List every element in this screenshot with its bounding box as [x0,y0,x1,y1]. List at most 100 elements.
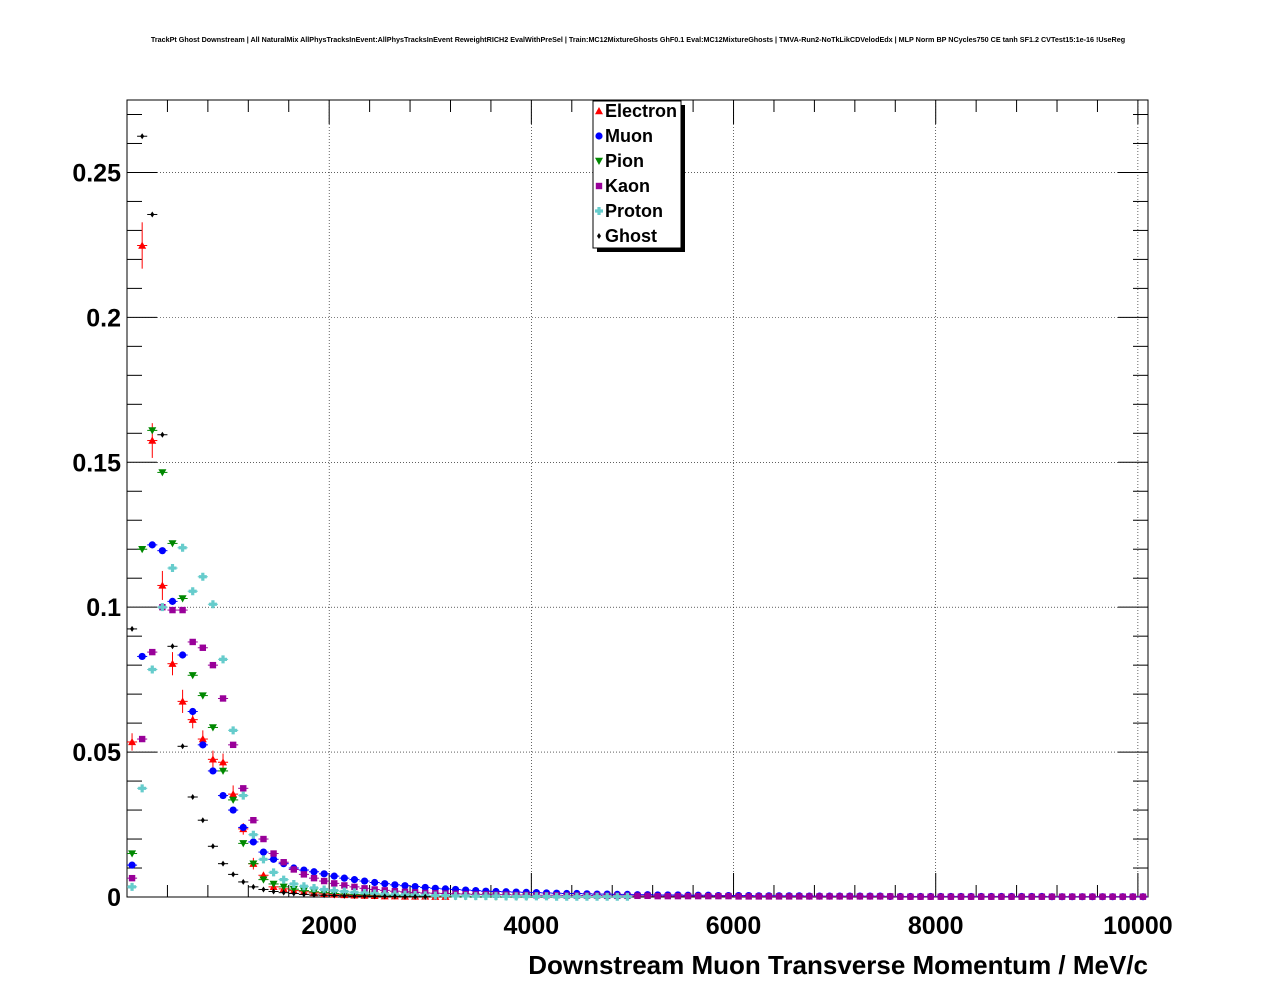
data-point [644,892,651,900]
data-point [876,893,884,900]
data-point [826,893,833,900]
data-point [887,893,894,900]
data-point [491,892,500,901]
legend-label: Muon [605,126,653,146]
data-point [270,850,277,857]
data-point [331,880,338,887]
data-point [281,889,286,896]
data-point [907,893,914,900]
data-point [816,893,823,900]
data-point [836,893,843,900]
data-point [209,767,217,775]
data-point [271,888,276,895]
data-point [239,840,248,848]
data-point [382,893,387,900]
y-tick-label: 0.15 [72,449,121,477]
data-point [239,791,248,800]
data-point [160,431,165,438]
data-point [654,892,661,900]
data-point [198,692,207,700]
data-point [705,892,712,900]
data-point [178,543,187,552]
data-point [189,638,196,646]
data-point [423,893,428,900]
data-point [229,790,238,798]
data-point [593,892,602,901]
series-ghost [127,133,431,900]
data-point [1089,893,1096,900]
data-point [421,883,429,892]
data-point [149,648,156,656]
data-point [199,644,207,651]
data-point [978,893,985,900]
data-point [341,882,348,889]
data-point [229,796,238,804]
data-point [866,893,874,900]
data-point [208,755,217,763]
data-point [988,893,995,900]
data-point [595,207,604,215]
x-axis-title: Downstream Muon Transverse Momentum / Me… [528,950,1148,980]
data-point [481,892,490,901]
data-point [210,843,215,850]
data-point [188,715,197,723]
data-point [310,874,318,882]
data-point [597,233,601,239]
legend-item-ghost: Ghost [597,226,657,246]
data-point [279,883,288,891]
data-point [148,541,156,549]
data-point [138,546,147,554]
data-point [291,890,296,897]
x-tick-label: 6000 [706,912,762,940]
data-point [512,892,521,901]
data-point [259,855,268,864]
data-point [198,735,207,743]
data-point [312,891,317,898]
data-point [451,891,460,900]
data-point [806,893,813,900]
data-point [158,469,167,477]
data-point [208,600,217,609]
y-tick-label: 0.05 [72,739,121,767]
data-point [130,625,135,632]
data-point [595,182,603,190]
data-point [219,767,228,775]
data-point [360,888,369,897]
legend-label: Proton [605,201,663,221]
data-point [178,697,187,705]
y-tick-label: 0.25 [72,159,121,187]
data-point [198,572,207,581]
data-point [269,880,278,888]
data-point [269,868,278,877]
legend-label: Pion [605,151,644,171]
data-series [127,133,1148,901]
data-point [391,881,399,889]
data-point [180,743,185,750]
data-point [299,882,308,891]
data-point [664,892,672,900]
data-point [158,581,167,589]
data-point [188,587,197,596]
data-point [1018,893,1025,900]
data-point [755,893,763,900]
data-point [168,564,177,573]
data-point [208,724,217,732]
data-point [856,893,864,900]
data-point [219,695,227,702]
data-point [179,606,186,614]
data-point [138,735,146,743]
legend-label: Kaon [605,176,650,196]
data-point [168,540,177,548]
data-point [128,850,137,858]
data-point [221,860,226,867]
data-point [461,891,470,900]
data-point [158,603,167,612]
data-point [967,893,975,900]
data-point [310,884,319,893]
data-point [351,883,358,891]
data-point [927,893,934,900]
data-point [188,672,197,680]
data-point [381,880,389,888]
data-point [796,893,803,900]
